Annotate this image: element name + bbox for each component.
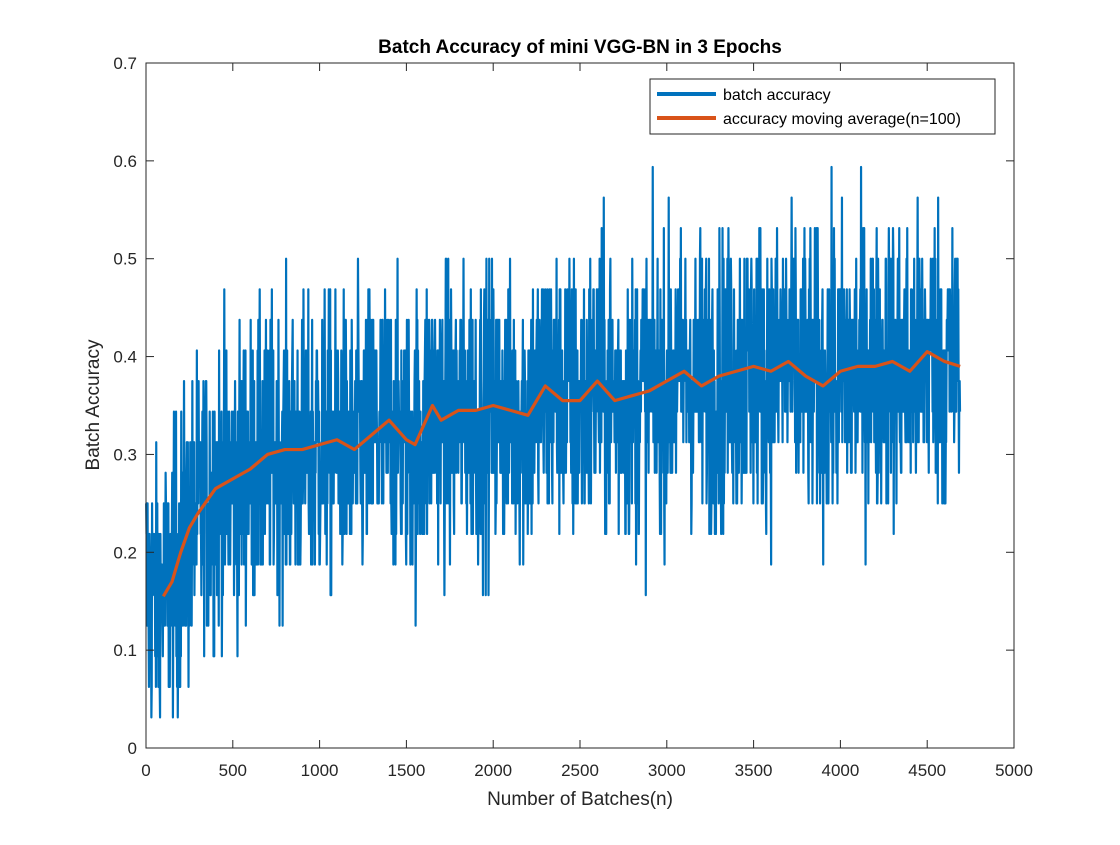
x-tick-label: 2000 bbox=[474, 761, 512, 780]
legend-label-moving-average: accuracy moving average(n=100) bbox=[723, 111, 961, 128]
x-tick-label: 1000 bbox=[301, 761, 339, 780]
x-tick-label: 500 bbox=[219, 761, 247, 780]
legend-label-batch-accuracy: batch accuracy bbox=[723, 87, 831, 104]
y-tick-label: 0.6 bbox=[113, 152, 137, 171]
y-tick-label: 0 bbox=[128, 739, 137, 758]
ticks-layer: 0 500 1000 1500 2000 2500 3000 3500 4000 4500 5000… bbox=[113, 54, 1033, 780]
x-axis-label: Number of Batches(n) bbox=[487, 789, 673, 810]
series-layer bbox=[145, 165, 962, 719]
series-batch-accuracy-line bbox=[145, 165, 962, 719]
legend: batch accuracy accuracy moving average(n… bbox=[649, 78, 996, 135]
x-tick-label: 4500 bbox=[908, 761, 946, 780]
y-tick-label: 0.1 bbox=[113, 641, 137, 660]
x-tick-label: 2500 bbox=[561, 761, 599, 780]
y-tick-label: 0.3 bbox=[113, 445, 137, 464]
y-tick-label: 0.7 bbox=[113, 54, 137, 73]
y-tick-label: 0.5 bbox=[113, 250, 137, 269]
y-axis-label: Batch Accuracy bbox=[83, 339, 104, 470]
x-tick-label: 3000 bbox=[648, 761, 686, 780]
series-moving-average-line bbox=[161, 350, 961, 598]
y-tick-label: 0.4 bbox=[113, 348, 137, 367]
x-tick-label: 0 bbox=[141, 761, 150, 780]
legend-box bbox=[649, 78, 996, 135]
x-tick-label: 4000 bbox=[821, 761, 859, 780]
chart-title: Batch Accuracy of mini VGG-BN in 3 Epoch… bbox=[378, 37, 782, 58]
y-tick-label: 0.2 bbox=[113, 543, 137, 562]
x-tick-label: 3500 bbox=[735, 761, 773, 780]
x-tick-label: 1500 bbox=[387, 761, 425, 780]
x-tick-label: 5000 bbox=[995, 761, 1033, 780]
